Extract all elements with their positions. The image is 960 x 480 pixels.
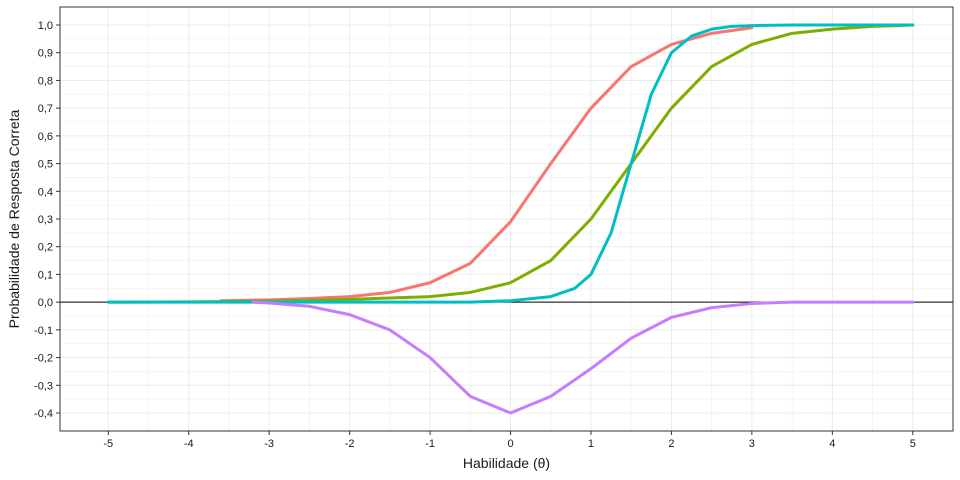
x-tick-label: -1 (425, 438, 435, 450)
y-tick-label: -0,1 (34, 325, 53, 337)
series-line-3 (106, 23, 915, 304)
x-tick-label: -5 (103, 438, 113, 450)
x-tick-label: 5 (910, 438, 916, 450)
series-line-4 (251, 300, 915, 415)
x-tick-label: 0 (507, 438, 513, 450)
series-layer (106, 23, 915, 415)
y-tick-label: 0,2 (38, 242, 53, 254)
y-tick-label: -0,4 (34, 408, 53, 420)
y-tick-label: 0,7 (38, 103, 53, 115)
y-tick-label: -0,3 (34, 380, 53, 392)
x-tick-label: -4 (184, 438, 194, 450)
x-tick-label: 2 (668, 438, 674, 450)
y-tick-label: 0,1 (38, 269, 53, 281)
y-tick-label: 0,4 (38, 186, 53, 198)
x-axis-title: Habilidade (θ) (463, 455, 550, 471)
y-tick-label: 0,3 (38, 214, 53, 226)
minor-grid (60, 7, 953, 431)
x-tick-label: 4 (829, 438, 835, 450)
x-tick-label: 1 (588, 438, 594, 450)
x-tick-label: 3 (749, 438, 755, 450)
x-axis: -5 -4 -3 -2 -1 0 1 2 3 4 5 (103, 431, 916, 450)
y-tick-label: 0,6 (38, 131, 53, 143)
y-tick-label: -0,2 (34, 353, 53, 365)
x-tick-label: -2 (345, 438, 355, 450)
y-tick-label: 0,8 (38, 75, 53, 87)
y-tick-label: 0,5 (38, 159, 53, 171)
y-tick-label: 0,9 (38, 48, 53, 60)
y-axis: -0,4 -0,3 -0,2 -0,1 0,0 0,1 0,2 0,3 0,4 0,5 0,6 0,7… (34, 20, 60, 420)
y-axis-title: Probabilidade de Resposta Correta (6, 109, 22, 328)
series-line-2 (106, 23, 915, 304)
y-tick-label: 0,0 (38, 297, 53, 309)
x-tick-label: -3 (264, 438, 274, 450)
y-tick-label: 1,0 (38, 20, 53, 32)
series-line-1 (219, 26, 754, 303)
